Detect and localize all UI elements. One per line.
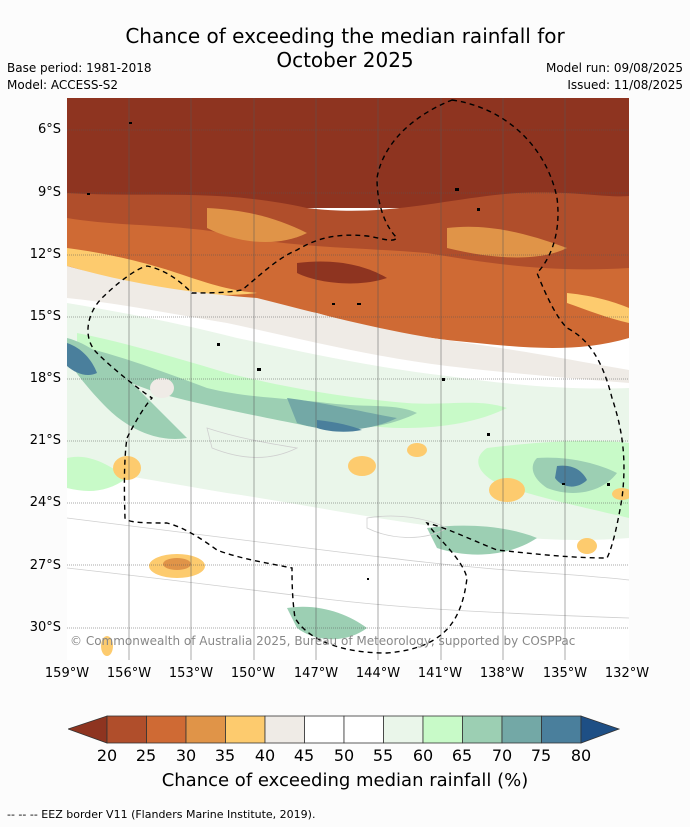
y-label-6s: 6°S [37,122,61,137]
model-name: Model: ACCESS-S2 [7,78,119,92]
y-label-15s: 15°S [29,309,61,324]
colorbar-tick: 60 [412,746,434,765]
map-svg [67,98,629,660]
meta-left: Base period: 1981-2018 Model: ACCESS-S2 [7,60,152,94]
colorbar-cell [185,715,226,744]
y-label-24s: 24°S [29,495,61,510]
colorbar-tick: 35 [214,746,236,765]
colorbar-cell [106,715,147,744]
colorbar-tick: 55 [372,746,394,765]
colorbar-tick: 30 [175,746,197,765]
colorbar-cell [146,715,187,744]
x-label-150w: 150°W [230,666,276,681]
y-label-27s: 27°S [29,558,61,573]
colorbar-cell [501,715,542,744]
colorbar-cell [462,715,503,744]
colorbar-label: Chance of exceeding median rainfall (%) [161,770,529,791]
base-period: Base period: 1981-2018 [7,61,152,75]
colorbar-cell [541,715,582,744]
copyright-text: © Commonwealth of Australia 2025, Bureau… [70,634,576,648]
title-line-1: Chance of exceeding the median rainfall … [125,24,565,48]
x-label-144w: 144°W [355,666,401,681]
x-label-156w: 156°W [106,666,152,681]
x-label-138w: 138°W [479,666,525,681]
colorbar-arrow-high [580,715,621,744]
x-label-132w: 132°W [604,666,650,681]
colorbar-cell [383,715,424,744]
colorbar-tick: 20 [96,746,118,765]
model-run: Model run: 09/08/2025 [545,61,683,75]
rainfall-map [67,98,629,660]
eez-legend: -- -- -- EEZ border V11 (Flanders Marine… [7,808,316,821]
y-label-9s: 9°S [37,185,61,200]
colorbar-tick: 50 [333,746,355,765]
colorbar-tick: 80 [570,746,592,765]
colorbar-cell [422,715,463,744]
y-label-18s: 18°S [29,371,61,386]
colorbar-tick: 70 [491,746,513,765]
x-label-141w: 141°W [417,666,463,681]
y-label-12s: 12°S [29,247,61,262]
colorbar-cell [225,715,266,744]
colorbar-tick: 25 [135,746,157,765]
colorbar-cell [343,715,384,744]
map-title: Chance of exceeding the median rainfall … [0,24,690,72]
colorbar-tick: 40 [254,746,276,765]
colorbar-cell [264,715,305,744]
x-label-147w: 147°W [293,666,339,681]
colorbar [68,715,621,744]
colorbar-cell [304,715,345,744]
x-label-159w: 159°W [44,666,90,681]
meta-right: Model run: 09/08/2025 Issued: 11/08/2025 [546,60,683,94]
colorbar-tick: 45 [293,746,315,765]
colorbar-arrow-low [68,715,108,744]
colorbar-tick: 75 [530,746,552,765]
x-label-153w: 153°W [168,666,214,681]
y-label-21s: 21°S [29,433,61,448]
title-line-2: October 2025 [276,48,414,72]
y-label-30s: 30°S [29,620,61,635]
x-label-135w: 135°W [542,666,588,681]
colorbar-tick: 65 [451,746,473,765]
issued-date: Issued: 11/08/2025 [567,78,683,92]
